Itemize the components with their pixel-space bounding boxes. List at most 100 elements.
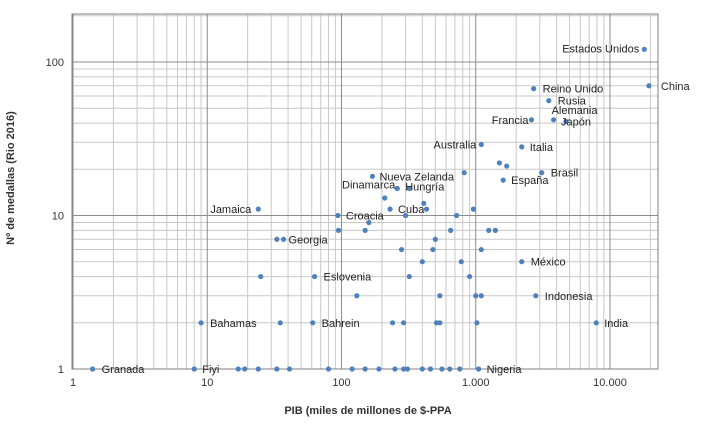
data-point: [376, 366, 382, 372]
data-point-cuba: [387, 206, 393, 212]
y-axis-tick-labels: 1 10 100: [46, 57, 64, 376]
data-point: [366, 219, 372, 226]
point-label: Eslovenia: [324, 272, 373, 284]
data-point: [486, 227, 492, 233]
point-label: Japón: [561, 116, 591, 128]
data-point: [274, 236, 280, 242]
data-point: [458, 259, 464, 265]
data-point: [406, 273, 412, 280]
data-point-espana: [500, 177, 506, 183]
data-point: [274, 366, 280, 372]
data-point: [439, 366, 445, 372]
data-point-reino-unido: [531, 86, 537, 92]
data-point: [258, 273, 264, 280]
point-label: China: [661, 81, 691, 93]
x-axis-title: PIB (miles de millones de $-PPA: [284, 405, 451, 417]
point-label: Reino Unido: [543, 84, 604, 96]
data-point: [473, 293, 479, 299]
data-point: [474, 320, 480, 326]
data-point-china: [646, 83, 652, 89]
data-point: [437, 320, 443, 326]
data-point: [419, 259, 425, 265]
data-point: [286, 366, 293, 372]
point-label: Fiyi: [202, 364, 219, 376]
data-point-indonesia: [533, 293, 539, 299]
data-point: [419, 366, 425, 372]
point-label: Hungría: [405, 181, 445, 193]
data-point: [453, 212, 460, 219]
data-point: [504, 163, 510, 169]
point-labels: Estados Unidos China Reino UnidoRusiaAlema…: [102, 43, 691, 376]
data-point: [461, 170, 467, 176]
data-point: [362, 227, 368, 233]
data-point-bahamas: [198, 320, 204, 326]
point-label: Bahamas: [210, 318, 257, 330]
data-point-nueva-zelanda: [369, 173, 376, 179]
data-point: [437, 293, 443, 299]
data-point-francia: [528, 117, 535, 123]
data-point: [389, 320, 396, 326]
data-point-georgia: [280, 236, 287, 242]
data-point-fiyi: [191, 366, 197, 372]
point-label: Estados Unidos: [562, 43, 640, 55]
point-label: Alemania: [552, 105, 599, 117]
plot-area-frame: [71, 13, 659, 370]
x-tick-label: 1: [70, 377, 76, 389]
data-point: [478, 246, 484, 253]
x-tick-label: 1.000: [462, 377, 490, 389]
y-tick-label: 1: [58, 364, 64, 376]
x-tick-label: 10.000: [593, 377, 627, 389]
data-point-estados-unidos: [641, 46, 647, 52]
data-point: [404, 366, 411, 372]
point-label: India: [604, 318, 629, 330]
point-label: Australia: [434, 140, 478, 152]
data-point: [255, 366, 261, 372]
data-point-hungria: [394, 185, 400, 192]
data-point-australia: [478, 141, 484, 148]
data-point: [398, 246, 405, 253]
y-tick-label: 100: [46, 57, 64, 69]
data-point: [421, 200, 427, 206]
data-point: [467, 273, 473, 280]
data-point-mexico: [519, 259, 525, 265]
data-point: [392, 366, 398, 372]
x-tick-label: 100: [332, 377, 350, 389]
data-point: [382, 195, 388, 201]
data-point: [325, 366, 332, 372]
data-point-eslovenia: [311, 273, 318, 280]
data-point: [242, 366, 248, 372]
data-point: [430, 246, 436, 253]
data-point: [496, 160, 502, 166]
data-point-nigeria: [475, 366, 482, 372]
data-point-italia: [519, 144, 525, 150]
data-points: [90, 46, 652, 372]
data-point: [400, 366, 407, 372]
data-point-bahrein: [310, 320, 316, 326]
data-point-granada: [90, 366, 96, 372]
point-label: Nueva Zelanda: [379, 171, 454, 183]
data-point: [447, 366, 453, 372]
y-axis-title: Nº de medallas (Rio 2016): [5, 111, 17, 245]
data-point: [362, 366, 368, 372]
point-label: Dinamarca: [342, 179, 396, 191]
point-label: Italia: [530, 142, 554, 154]
x-tick-label: 10: [201, 377, 213, 389]
data-point: [478, 293, 484, 299]
data-point-india: [593, 320, 599, 326]
data-point: [470, 206, 476, 212]
data-point: [406, 185, 412, 192]
y-tick-label: 10: [52, 211, 64, 223]
data-point: [235, 366, 241, 372]
major-grid: [72, 14, 658, 370]
data-point-alemania: [550, 117, 557, 123]
data-point-brasil: [539, 170, 545, 176]
data-point: [402, 212, 409, 219]
data-point: [354, 293, 360, 299]
x-axis-tick-labels: 1 10 100 1.000 10.000: [70, 377, 627, 389]
point-label: Brasil: [551, 168, 579, 180]
data-point-croacia: [335, 212, 341, 219]
data-point-japon: [563, 118, 569, 125]
point-label: Cuba: [398, 204, 425, 216]
point-label: Bahrein: [322, 318, 360, 330]
